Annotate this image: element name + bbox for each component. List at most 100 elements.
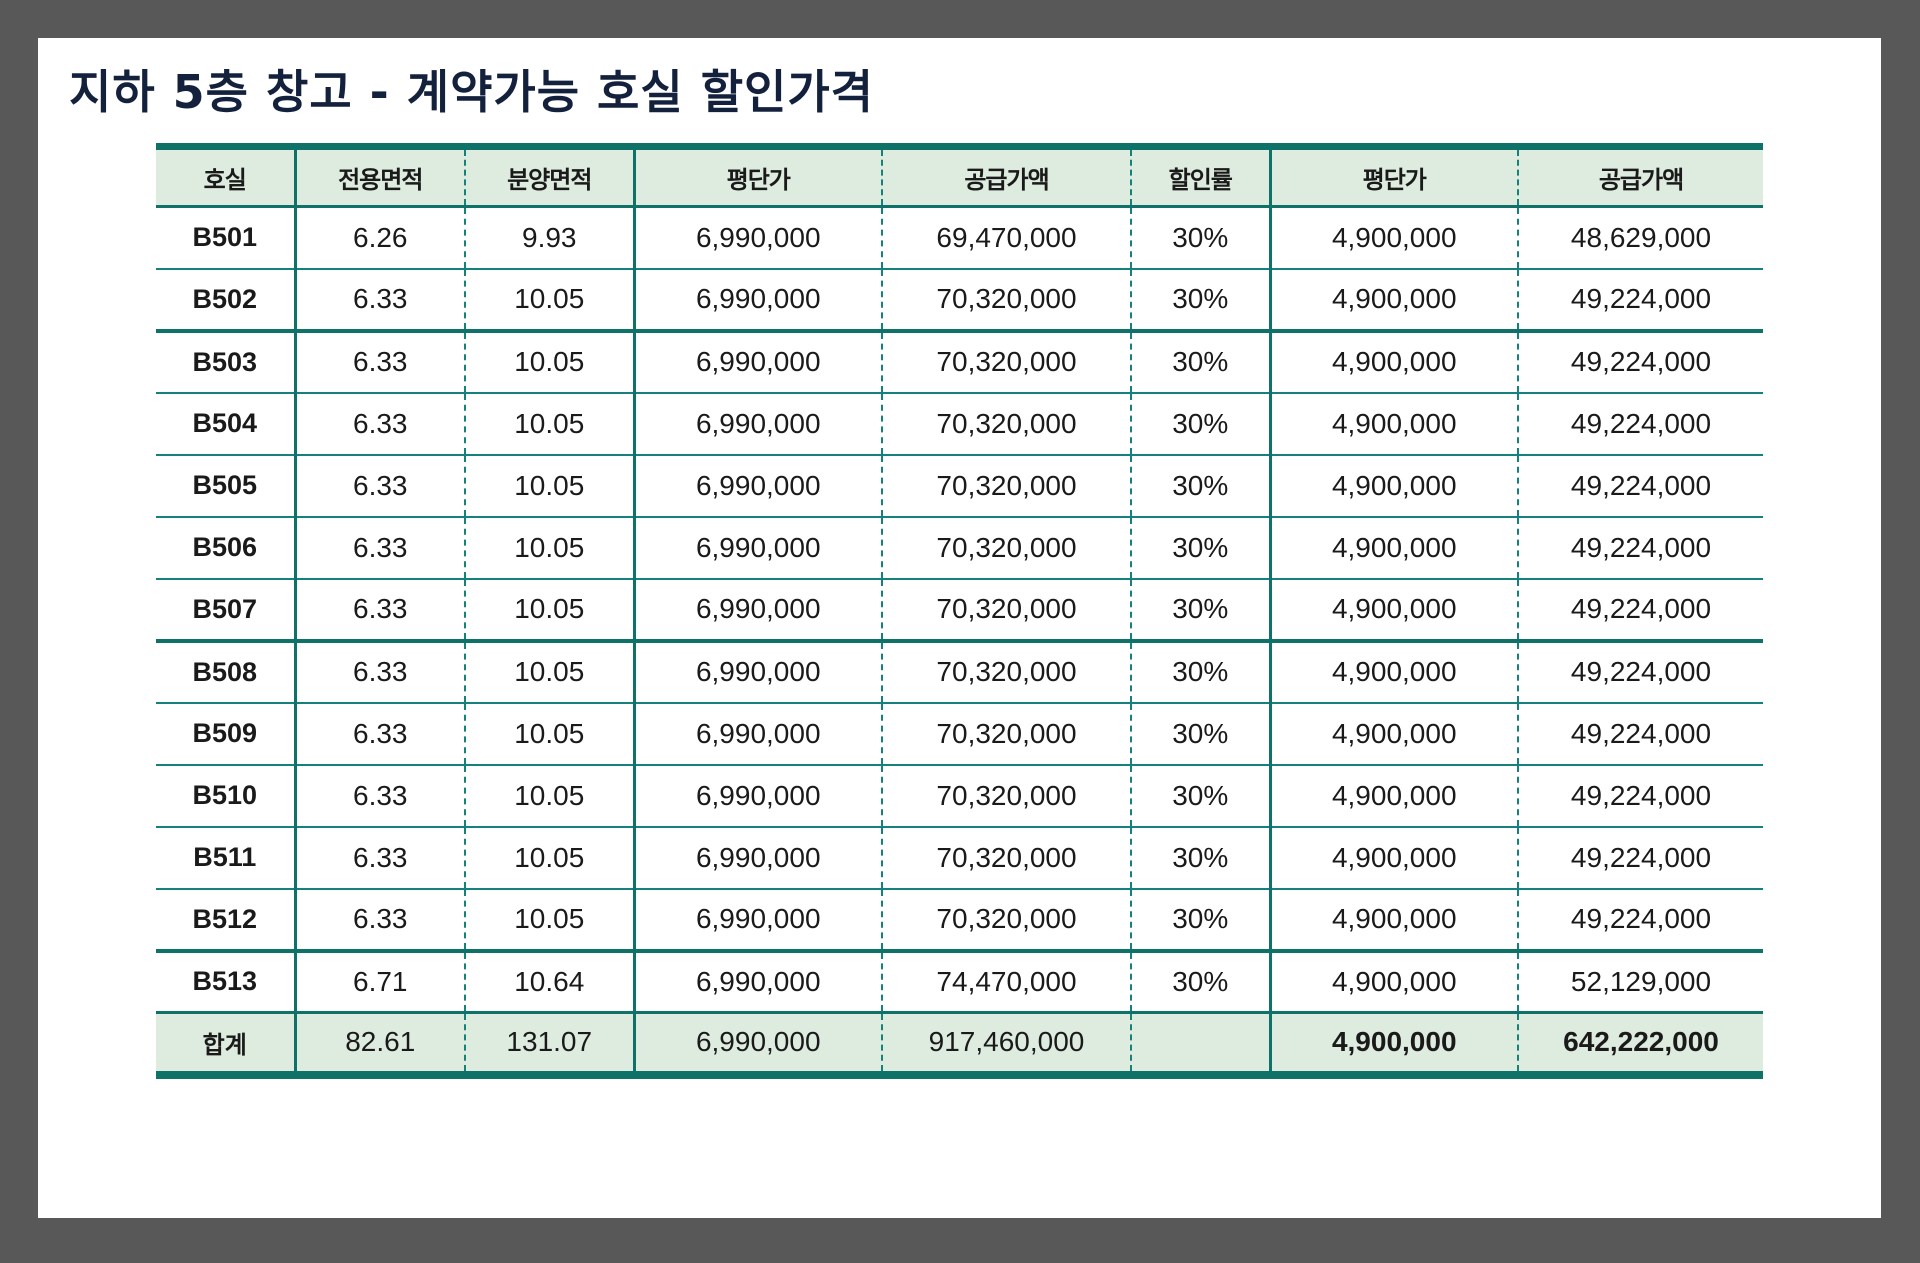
cell-sale-area: 10.05 — [464, 764, 634, 828]
cell-price-per-pyeong: 6,990,000 — [632, 950, 882, 1014]
cell-unit: B512 — [156, 888, 295, 953]
cell-price-per-pyeong: 6,990,000 — [632, 702, 882, 766]
total-discounted-supply-price: 642,222,000 — [1517, 1011, 1763, 1079]
total-supply-price: 917,460,000 — [881, 1011, 1131, 1079]
header-exclusive-area: 전용면적 — [293, 143, 465, 208]
cell-sale-area: 10.05 — [464, 392, 634, 456]
table-row: B502 6.33 10.05 6,990,000 70,320,000 30% 4,900… — [156, 268, 1763, 333]
cell-unit: B513 — [156, 950, 295, 1014]
cell-price-per-pyeong: 6,990,000 — [632, 888, 882, 953]
table-row: B501 6.26 9.93 6,990,000 69,470,000 30% 4,900,… — [156, 206, 1763, 270]
cell-price-per-pyeong: 6,990,000 — [632, 578, 882, 643]
cell-supply-price: 70,320,000 — [881, 702, 1131, 766]
cell-exclusive-area: 6.33 — [293, 578, 465, 643]
total-price-per-pyeong: 6,990,000 — [632, 1011, 882, 1079]
table-row: B511 6.33 10.05 6,990,000 70,320,000 30% 4,900… — [156, 826, 1763, 890]
cell-discounted-supply-price: 49,224,000 — [1517, 330, 1763, 394]
cell-supply-price: 70,320,000 — [881, 330, 1131, 394]
cell-supply-price: 70,320,000 — [881, 268, 1131, 333]
cell-discount-rate: 30% — [1130, 268, 1270, 333]
table-row: B503 6.33 10.05 6,990,000 70,320,000 30% 4,900… — [156, 330, 1763, 394]
cell-discount-rate: 30% — [1130, 330, 1270, 394]
cell-exclusive-area: 6.33 — [293, 888, 465, 953]
cell-unit: B505 — [156, 454, 295, 518]
cell-supply-price: 74,470,000 — [881, 950, 1131, 1014]
cell-exclusive-area: 6.33 — [293, 330, 465, 394]
table-row: B507 6.33 10.05 6,990,000 70,320,000 30% 4,900… — [156, 578, 1763, 643]
cell-sale-area: 10.05 — [464, 826, 634, 890]
cell-discounted-supply-price: 49,224,000 — [1517, 268, 1763, 333]
cell-discounted-supply-price: 49,224,000 — [1517, 392, 1763, 456]
cell-discounted-price-per-pyeong: 4,900,000 — [1268, 826, 1518, 890]
cell-supply-price: 70,320,000 — [881, 826, 1131, 890]
cell-sale-area: 10.05 — [464, 330, 634, 394]
cell-discount-rate: 30% — [1130, 206, 1270, 270]
cell-supply-price: 70,320,000 — [881, 640, 1131, 704]
header-unit: 호실 — [156, 143, 295, 208]
cell-exclusive-area: 6.33 — [293, 392, 465, 456]
cell-discount-rate: 30% — [1130, 454, 1270, 518]
cell-discounted-supply-price: 49,224,000 — [1517, 578, 1763, 643]
cell-price-per-pyeong: 6,990,000 — [632, 392, 882, 456]
document-page: 지하 5층 창고 - 계약가능 호실 할인가격 호실 전용면적 분양면적 평단가 — [38, 38, 1881, 1218]
cell-supply-price: 70,320,000 — [881, 888, 1131, 953]
cell-unit: B509 — [156, 702, 295, 766]
cell-price-per-pyeong: 6,990,000 — [632, 268, 882, 333]
cell-price-per-pyeong: 6,990,000 — [632, 826, 882, 890]
cell-unit: B511 — [156, 826, 295, 890]
total-label: 합계 — [156, 1011, 295, 1079]
cell-exclusive-area: 6.71 — [293, 950, 465, 1014]
table-row: B513 6.71 10.64 6,990,000 74,470,000 30% 4,900… — [156, 950, 1763, 1014]
cell-discounted-supply-price: 49,224,000 — [1517, 702, 1763, 766]
cell-discounted-price-per-pyeong: 4,900,000 — [1268, 392, 1518, 456]
cell-exclusive-area: 6.33 — [293, 640, 465, 704]
cell-supply-price: 70,320,000 — [881, 516, 1131, 580]
cell-exclusive-area: 6.33 — [293, 268, 465, 333]
cell-exclusive-area: 6.26 — [293, 206, 465, 270]
cell-sale-area: 9.93 — [464, 206, 634, 270]
table-row: B504 6.33 10.05 6,990,000 70,320,000 30% 4,900… — [156, 392, 1763, 456]
cell-unit: B508 — [156, 640, 295, 704]
cell-exclusive-area: 6.33 — [293, 764, 465, 828]
price-table-wrapper: 호실 전용면적 분양면적 평단가 공급가액 할인률 평단가 공급가액 B501 6… — [156, 143, 1763, 1079]
header-price-per-pyeong: 평단가 — [632, 143, 882, 208]
cell-sale-area: 10.05 — [464, 888, 634, 953]
header-sale-area: 분양면적 — [464, 143, 634, 208]
cell-unit: B507 — [156, 578, 295, 643]
cell-sale-area: 10.05 — [464, 702, 634, 766]
cell-sale-area: 10.64 — [464, 950, 634, 1014]
cell-discount-rate: 30% — [1130, 888, 1270, 953]
cell-discounted-price-per-pyeong: 4,900,000 — [1268, 454, 1518, 518]
header-discount-rate: 할인률 — [1130, 143, 1270, 208]
cell-discounted-supply-price: 49,224,000 — [1517, 888, 1763, 953]
header-discounted-price-per-pyeong: 평단가 — [1268, 143, 1518, 208]
cell-discounted-supply-price: 49,224,000 — [1517, 826, 1763, 890]
cell-unit: B501 — [156, 206, 295, 270]
cell-unit: B506 — [156, 516, 295, 580]
cell-supply-price: 70,320,000 — [881, 764, 1131, 828]
table-header-row: 호실 전용면적 분양면적 평단가 공급가액 할인률 평단가 공급가액 — [156, 143, 1763, 208]
cell-exclusive-area: 6.33 — [293, 702, 465, 766]
total-discounted-price-per-pyeong: 4,900,000 — [1268, 1011, 1518, 1079]
cell-discount-rate: 30% — [1130, 950, 1270, 1014]
cell-price-per-pyeong: 6,990,000 — [632, 516, 882, 580]
cell-price-per-pyeong: 6,990,000 — [632, 206, 882, 270]
cell-sale-area: 10.05 — [464, 640, 634, 704]
total-exclusive-area: 82.61 — [293, 1011, 465, 1079]
cell-sale-area: 10.05 — [464, 268, 634, 333]
cell-discounted-price-per-pyeong: 4,900,000 — [1268, 330, 1518, 394]
cell-discounted-supply-price: 49,224,000 — [1517, 516, 1763, 580]
cell-discounted-price-per-pyeong: 4,900,000 — [1268, 206, 1518, 270]
cell-discounted-price-per-pyeong: 4,900,000 — [1268, 268, 1518, 333]
cell-supply-price: 70,320,000 — [881, 454, 1131, 518]
cell-discount-rate: 30% — [1130, 702, 1270, 766]
cell-exclusive-area: 6.33 — [293, 454, 465, 518]
table-row: B509 6.33 10.05 6,990,000 70,320,000 30% 4,900… — [156, 702, 1763, 766]
cell-price-per-pyeong: 6,990,000 — [632, 640, 882, 704]
cell-exclusive-area: 6.33 — [293, 516, 465, 580]
cell-discounted-supply-price: 49,224,000 — [1517, 454, 1763, 518]
cell-sale-area: 10.05 — [464, 516, 634, 580]
table-body: B501 6.26 9.93 6,990,000 69,470,000 30% 4,900,… — [156, 206, 1763, 1014]
cell-unit: B502 — [156, 268, 295, 333]
cell-discounted-price-per-pyeong: 4,900,000 — [1268, 764, 1518, 828]
